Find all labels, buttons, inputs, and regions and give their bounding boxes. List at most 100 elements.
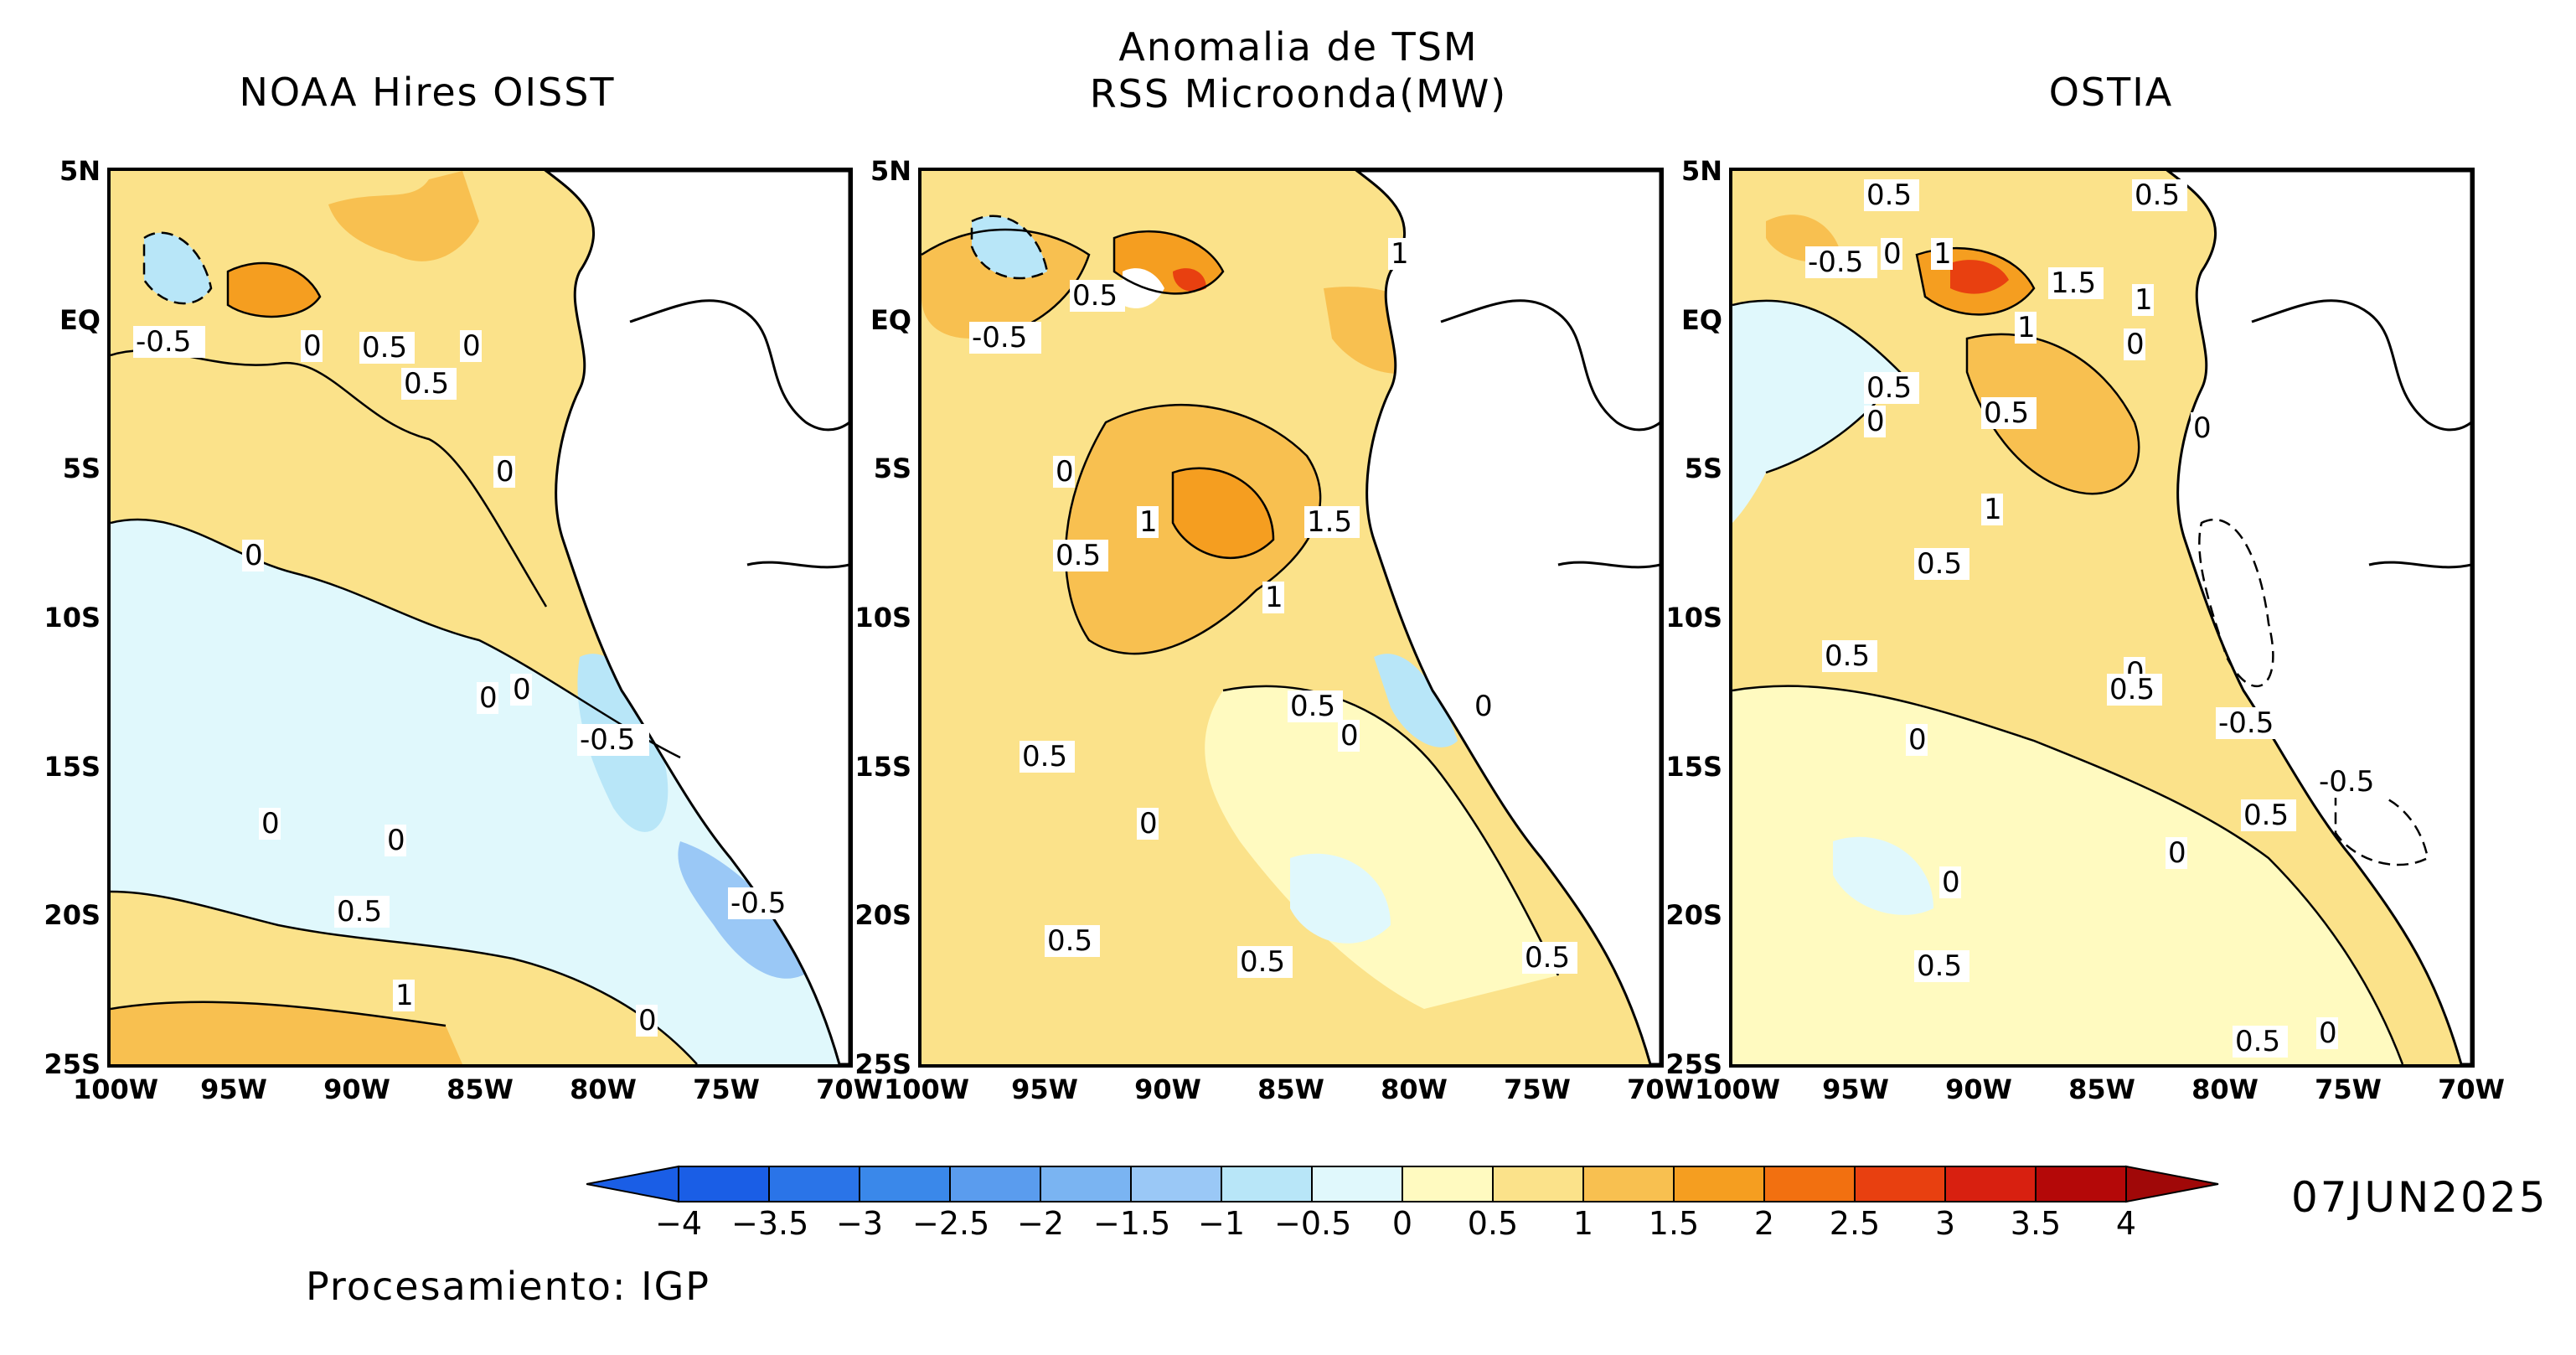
latitude-label: 25S: [854, 1048, 911, 1080]
contour-label-background: [2124, 328, 2145, 360]
latitude-label: 10S: [1665, 602, 1722, 634]
contour-label-background: [1262, 582, 1284, 613]
longitude-label: 70W: [2438, 1073, 2505, 1105]
contour-label-background: [1338, 720, 1360, 752]
colorbar-tick-label: 0.5: [1467, 1205, 1519, 1242]
contour-label-background: [1070, 280, 1125, 312]
contour-value-label: 0: [1139, 807, 1158, 840]
colorbar-segment: [1673, 1166, 1765, 1202]
contour-value-label: 0.5: [1917, 949, 1962, 983]
contour-value-label: 0.5: [404, 367, 449, 401]
contour-value-label: 0: [245, 539, 263, 572]
contour-label-background: [2132, 179, 2187, 211]
contour-value-label: 0.5: [362, 331, 407, 365]
contour-label-background: [301, 330, 323, 362]
contour-label-background: [1388, 238, 1410, 270]
colorbar-tick-label: −2: [1016, 1205, 1065, 1242]
colorbar-segment: [2035, 1166, 2127, 1202]
contour-label-background: [1137, 506, 1159, 538]
contour-lines: [921, 215, 1560, 976]
contour-label-background: [1981, 397, 2037, 429]
contour-lines: [1732, 246, 2429, 1064]
contour-value-label: 1: [2017, 311, 2036, 344]
contour-label-background: [242, 540, 264, 571]
contour-label-background: [2241, 799, 2296, 831]
warm-anomaly-band: [111, 1001, 462, 1064]
contour-value-label: 1: [2135, 283, 2153, 317]
contour-label-background: [2132, 284, 2154, 316]
contour-value-label: 0.5: [1072, 279, 1118, 313]
contour-label-background: [385, 825, 406, 856]
latitude-label: 25S: [1665, 1048, 1722, 1080]
latitude-label: 5S: [62, 453, 101, 485]
longitude-label: 80W: [1381, 1073, 1448, 1105]
contour-value-label: 0.5: [1866, 371, 1912, 405]
contour-label-background: [334, 896, 390, 928]
main-title: Anomalia de TSM: [1118, 24, 1479, 70]
contour-value-label: 0.5: [1022, 740, 1067, 773]
contour-value-label: 0: [1056, 455, 1074, 489]
contour-label-background: [1237, 946, 1293, 978]
colorbar-segment: [1311, 1166, 1403, 1202]
map-panel-ostia: 0.5 0.5 -0.5 0 1 1.5 1 1 0 0.5 0 0.5 0 1 0.5 0.5 0 0.5 -0.…: [1729, 168, 2475, 1068]
latitude-label: 15S: [854, 750, 911, 783]
contour-value-label: 0.5: [1056, 539, 1101, 572]
contour-value-label: 0.5: [2235, 1025, 2280, 1058]
map-panel-noaa: -0.5 0 0.5 0.5 0 0 0 -0.5 0 0 0 0 0.5 1 -0.5 0: [107, 168, 853, 1068]
colorbar-segment: [1221, 1166, 1313, 1202]
contour-value-label: 0: [261, 807, 280, 840]
contour-value-label: -0.5: [2319, 765, 2374, 799]
colorbar-segment: [1944, 1166, 2037, 1202]
longitude-label: 70W: [1627, 1073, 1694, 1105]
contour-value-label: 0.5: [337, 895, 382, 928]
colorbar-tick-label: −2.5: [912, 1205, 990, 1242]
cool-anomaly-patch: [1374, 654, 1458, 747]
colorbar-segment: [768, 1166, 860, 1202]
contour-value-label: -0.5: [136, 325, 191, 359]
south-america-landmass: [1355, 171, 1660, 1064]
contour-label-background: [2233, 1026, 2288, 1058]
contour-label-background: [359, 332, 415, 364]
longitude-label: 90W: [1945, 1073, 2012, 1105]
contour-label-background: [2048, 267, 2104, 299]
longitude-label: 85W: [447, 1073, 514, 1105]
contour-label-background: [1881, 238, 1902, 270]
colorbar-tick-label: 2.5: [1829, 1205, 1881, 1242]
warm-anomaly-peak: [1173, 268, 1206, 292]
colorbar-tick-label: −1: [1197, 1205, 1246, 1242]
contour-value-label: 0: [1474, 690, 1493, 723]
colorbar-tick-label: 1: [1572, 1205, 1594, 1242]
cool-anomaly-patch: [1290, 853, 1391, 944]
processing-credit: Procesamiento: IGP: [306, 1264, 711, 1309]
contour-value-label: 0: [1942, 866, 1960, 899]
contour-label-background: [259, 808, 281, 840]
contour-label-background: [577, 724, 649, 756]
colorbar: [586, 1165, 2219, 1203]
contour-label-background: [2316, 766, 2388, 798]
map-panel-rss: -0.5 0.5 1 0 1 0.5 1.5 1 0.5 0.5 0 0 0.5 0.5 0.5 0: [918, 168, 1664, 1068]
contour-label-background: [493, 456, 515, 488]
longitude-label: 75W: [693, 1073, 760, 1105]
longitude-label: 100W: [1695, 1073, 1781, 1105]
warm-anomaly-core: [228, 263, 320, 317]
contour-label-background: [1822, 640, 1877, 672]
latitude-label: 10S: [854, 602, 911, 634]
contour-label-background: [510, 674, 532, 706]
colorbar-tick-label: −4: [654, 1205, 703, 1242]
contour-label-background: [728, 887, 800, 919]
contour-label-background: [1020, 741, 1075, 773]
warm-anomaly-patch: [328, 171, 479, 261]
contour-label-background: [1864, 179, 1919, 211]
zero-band: [1205, 685, 1558, 1009]
contour-label-background: [2015, 312, 2037, 344]
contour-value-label: 1: [1933, 237, 1952, 271]
contour-value-label: -0.5: [1808, 246, 1863, 279]
contour-value-label: 0: [2193, 411, 2212, 445]
contour-value-label: 1: [1265, 581, 1283, 614]
panel-title-center: RSS Microonda(MW): [1089, 71, 1508, 116]
longitude-label: 75W: [1504, 1073, 1571, 1105]
contour-label-background: [1906, 724, 1928, 756]
country-border: [2368, 561, 2471, 569]
contour-label-background: [393, 980, 415, 1011]
